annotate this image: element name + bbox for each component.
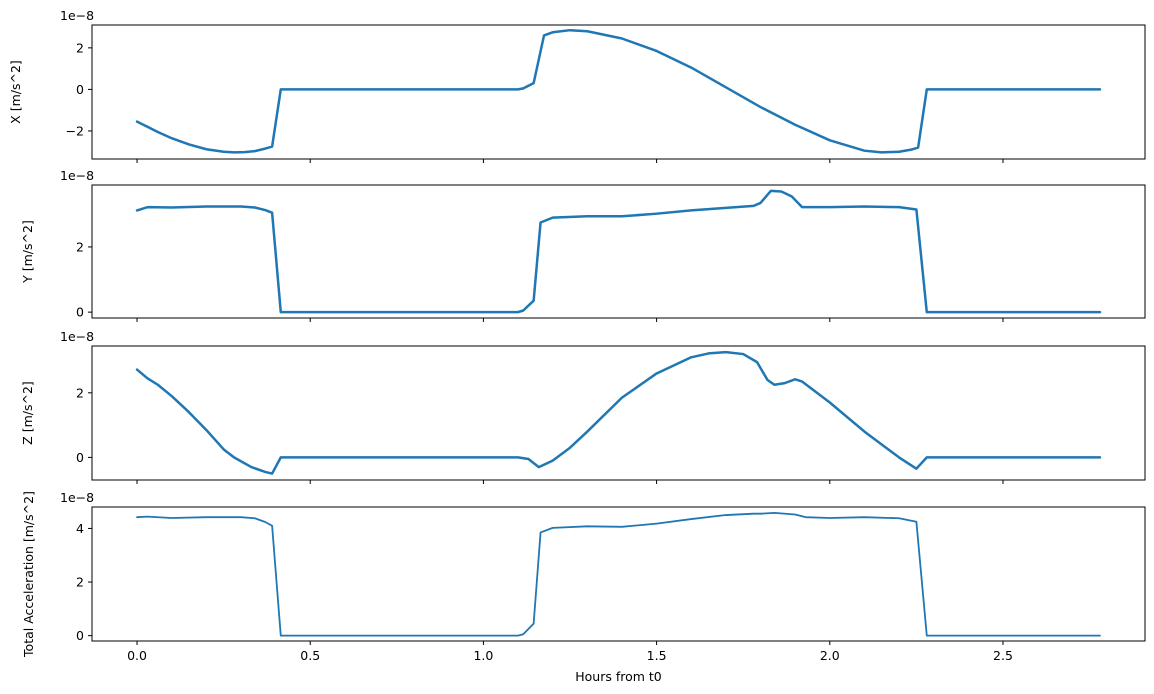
series-line bbox=[135, 189, 1102, 314]
x-tick-label: 0.0 bbox=[127, 648, 147, 663]
axes-frame bbox=[91, 184, 1146, 319]
subplot-2: 0 2 1e−8 Y [m/s^2] bbox=[20, 168, 1146, 322]
y-tick-label: 2 bbox=[76, 40, 84, 55]
x-tick-label: 2.0 bbox=[820, 648, 840, 663]
y-axis-label: X [m/s^2] bbox=[8, 60, 23, 124]
y-tick-label: 4 bbox=[76, 521, 84, 536]
x-tick-label: 0.5 bbox=[300, 648, 320, 663]
y-tick-label: 2 bbox=[76, 385, 84, 400]
x-axis-label: Hours from t0 bbox=[575, 669, 662, 684]
axes-frame bbox=[91, 345, 1146, 481]
subplots: −2 0 2 1e−8 X [m/s^2] 0 2 1e−8 Y [m/s^2] 0 2 1e−8 Z … bbox=[8, 8, 1146, 684]
y-tick-label: 0 bbox=[76, 450, 84, 465]
x-tick-label: 1.5 bbox=[647, 648, 667, 663]
subplot-1: −2 0 2 1e−8 X [m/s^2] bbox=[8, 8, 1146, 163]
y-tick-label: 2 bbox=[76, 239, 84, 254]
y-axis-label: Total Acceleration [m/s^2] bbox=[21, 491, 36, 658]
y-axis-label: Y [m/s^2] bbox=[20, 220, 35, 284]
y-offset-label: 1e−8 bbox=[60, 490, 94, 505]
series-line bbox=[135, 28, 1102, 154]
series-line bbox=[135, 350, 1102, 475]
series-line bbox=[136, 512, 1101, 637]
y-tick-label: 0 bbox=[76, 628, 84, 643]
y-axis-label: Z [m/s^2] bbox=[20, 381, 35, 445]
axes-frame bbox=[91, 506, 1146, 642]
y-offset-label: 1e−8 bbox=[60, 168, 94, 183]
subplot-3: 0 2 1e−8 Z [m/s^2] bbox=[20, 329, 1146, 484]
y-tick-label: 2 bbox=[76, 575, 84, 590]
axes-frame bbox=[91, 24, 1146, 160]
y-tick-label: −2 bbox=[66, 123, 84, 138]
y-offset-label: 1e−8 bbox=[60, 329, 94, 344]
y-tick-label: 0 bbox=[76, 82, 84, 97]
y-tick-label: 0 bbox=[76, 305, 84, 320]
y-offset-label: 1e−8 bbox=[60, 8, 94, 23]
x-tick-label: 2.5 bbox=[993, 648, 1013, 663]
subplot-4: 0 2 4 0.0 0.5 1.0 1.5 2.0 2.5 1e−8 Total Accelerat… bbox=[21, 490, 1146, 684]
x-tick-label: 1.0 bbox=[473, 648, 493, 663]
